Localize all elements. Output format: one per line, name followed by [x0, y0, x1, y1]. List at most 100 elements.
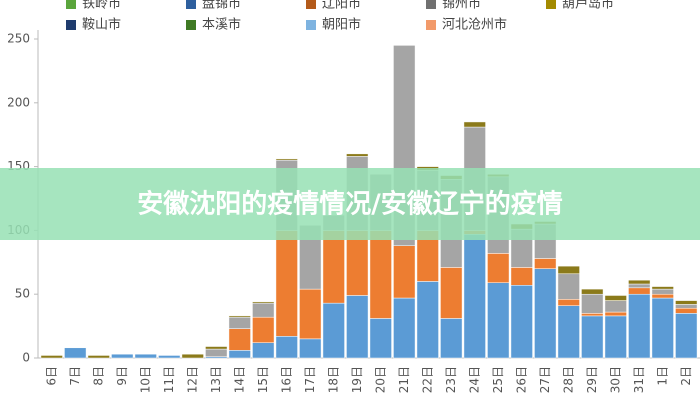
bar-segment — [228, 316, 251, 329]
legend-swatch — [306, 0, 316, 9]
legend-label: 锦州市 — [442, 0, 481, 12]
bar-segment — [604, 311, 627, 317]
bar-segment — [510, 267, 533, 286]
bar-segment — [510, 285, 533, 359]
legend-swatch — [546, 0, 556, 9]
x-tick-label: 21日 — [397, 366, 411, 393]
bar-segment — [393, 245, 416, 299]
legend-swatch — [426, 20, 436, 30]
bar-segment — [581, 313, 604, 317]
bar-segment — [205, 348, 228, 357]
x-tick-label: 26日 — [514, 366, 528, 393]
legend-swatch — [186, 0, 196, 9]
bar-segment — [134, 353, 157, 359]
bar-segment — [64, 347, 87, 359]
x-tick-label: 20日 — [373, 366, 387, 393]
bar-segment — [252, 342, 275, 359]
bar-segment — [369, 318, 392, 359]
bar-segment — [322, 230, 345, 304]
legend-swatch — [306, 20, 316, 30]
x-tick-label: 17日 — [303, 366, 317, 393]
bar-segment — [651, 286, 674, 290]
bar-segment — [346, 153, 369, 157]
bar-segment — [487, 282, 510, 359]
bar-segment — [346, 295, 369, 359]
bar-segment — [393, 297, 416, 359]
bar-segment — [557, 305, 580, 359]
bar-segment — [463, 121, 486, 128]
x-tick-label: 31日 — [632, 366, 646, 393]
bar-segment — [228, 315, 251, 318]
x-tick-label: 8日 — [91, 366, 105, 386]
bar-segment — [604, 295, 627, 301]
bar-segment — [111, 353, 134, 359]
bar-segment — [275, 158, 298, 161]
bar-segment — [675, 307, 698, 314]
x-tick-label: 19日 — [350, 366, 364, 393]
x-tick-label: 28日 — [561, 366, 575, 393]
bar-segment — [651, 293, 674, 299]
legend-swatch — [186, 20, 196, 30]
banner — [0, 168, 700, 240]
bar-segment — [534, 268, 557, 359]
x-tick-label: 12日 — [185, 366, 199, 393]
y-tick-label: 50 — [15, 287, 30, 301]
x-tick-label: 16日 — [279, 366, 293, 393]
bar-segment — [628, 279, 651, 285]
bar-segment — [581, 315, 604, 359]
bar-segment — [322, 302, 345, 359]
bar-segment — [628, 287, 651, 295]
x-tick-label: 9日 — [115, 366, 129, 386]
bar-segment — [675, 304, 698, 309]
legend-swatch — [66, 20, 76, 30]
bar-segment — [252, 316, 275, 343]
legend-label: 铁岭市 — [82, 0, 121, 12]
bar-segment — [369, 230, 392, 319]
legend-label: 河北沧州市 — [442, 17, 507, 33]
bar-segment — [557, 265, 580, 275]
y-tick-label: 250 — [7, 32, 30, 46]
x-tick-label: 25日 — [491, 366, 505, 393]
y-tick-label: 0 — [22, 351, 30, 365]
legend-swatch — [426, 0, 436, 9]
x-tick-label: 14日 — [232, 366, 246, 393]
legend-label: 本溪市 — [202, 17, 241, 33]
x-tick-label: 29日 — [585, 366, 599, 393]
bar-segment — [40, 355, 63, 359]
x-tick-label: 24日 — [467, 366, 481, 393]
x-tick-label: 7日 — [68, 366, 82, 386]
bar-segment — [604, 300, 627, 313]
x-tick-label: 23日 — [444, 366, 458, 393]
bar-segment — [534, 258, 557, 269]
bar-segment — [228, 328, 251, 351]
bar-segment — [252, 301, 275, 304]
bar-segment — [675, 313, 698, 359]
legend-label: 辽阳市 — [322, 0, 361, 12]
bar-segment — [87, 355, 110, 359]
y-tick-label: 200 — [7, 95, 30, 109]
x-tick-label: 15日 — [256, 366, 270, 393]
bar-segment — [487, 253, 510, 283]
bar-segment — [158, 355, 181, 359]
x-tick-label: 1日 — [655, 366, 669, 386]
bar-segment — [628, 283, 651, 289]
legend-label: 鞍山市 — [82, 17, 121, 33]
legend-label: 盘锦市 — [202, 0, 241, 12]
legend-label: 朝阳市 — [322, 17, 361, 33]
bar-segment — [675, 300, 698, 305]
x-tick-label: 11日 — [162, 366, 176, 393]
x-tick-label: 30日 — [608, 366, 622, 393]
bar-segment — [275, 230, 298, 337]
bar-segment — [346, 230, 369, 296]
bar-segment — [440, 318, 463, 359]
x-tick-label: 2日 — [679, 366, 693, 386]
legend-swatch — [66, 0, 76, 9]
bar-segment — [181, 353, 204, 359]
bar-segment — [275, 336, 298, 359]
bar-segment — [299, 288, 322, 340]
x-tick-label: 6日 — [44, 366, 58, 386]
x-tick-label: 18日 — [326, 366, 340, 393]
bar-segment — [651, 288, 674, 295]
bar-segment — [416, 281, 439, 359]
bar-segment — [440, 267, 463, 319]
